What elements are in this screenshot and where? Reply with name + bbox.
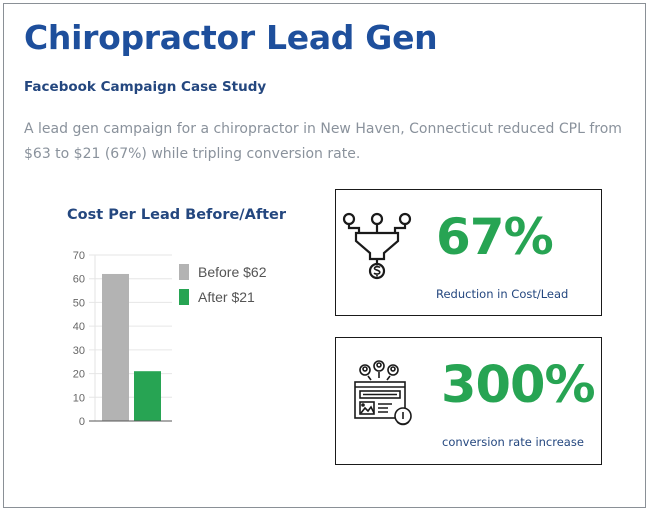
- stat-card-conversion-increase: 300% conversion rate increase: [335, 337, 602, 465]
- y-tick-label: 50: [73, 297, 85, 309]
- chart-title: Cost Per Lead Before/After: [67, 207, 287, 223]
- y-tick-label: 10: [73, 392, 85, 404]
- cost-per-lead-chart: 0 10 20 30 40 50 60 70 Before $62 After $21: [73, 250, 267, 428]
- legend-swatch: [179, 264, 189, 280]
- conversion-increase-label: conversion rate increase: [442, 435, 584, 449]
- bar-before: [102, 273, 129, 421]
- stat-card-cpl-reduction: 67% Reduction in Cost/Lead: [335, 189, 602, 316]
- audience-webpage-icon: [354, 360, 412, 426]
- page-title: Chiropractor Lead Gen: [24, 18, 438, 57]
- y-tick-label: 60: [73, 274, 85, 286]
- page-subtitle: Facebook Campaign Case Study: [24, 79, 267, 95]
- y-tick-label: 40: [73, 321, 85, 333]
- y-tick-label: 0: [79, 416, 85, 428]
- y-tick-label: 30: [73, 345, 85, 357]
- funnel-dollar-icon: [342, 212, 412, 280]
- case-study-description: A lead gen campaign for a chiropractor i…: [24, 121, 622, 162]
- cpl-reduction-label: Reduction in Cost/Lead: [436, 287, 569, 301]
- cpl-reduction-value: 67%: [436, 208, 554, 266]
- conversion-increase-value: 300%: [441, 356, 596, 415]
- y-tick-label: 20: [73, 369, 85, 381]
- legend-label: After $21: [198, 289, 255, 305]
- bar-after: [134, 371, 161, 421]
- y-tick-label: 70: [73, 250, 85, 262]
- legend-label: Before $62: [198, 264, 267, 280]
- legend-swatch: [179, 289, 189, 305]
